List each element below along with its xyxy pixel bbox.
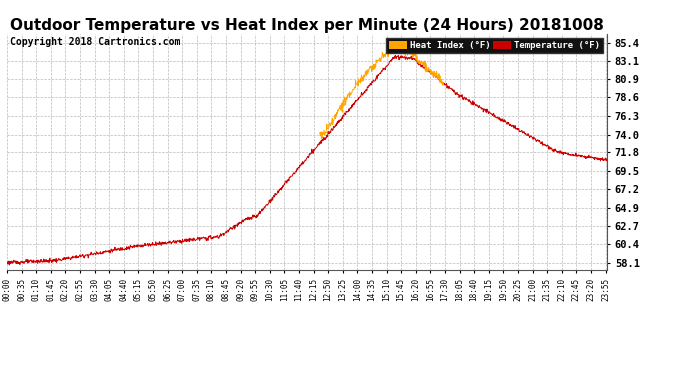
Title: Outdoor Temperature vs Heat Index per Minute (24 Hours) 20181008: Outdoor Temperature vs Heat Index per Mi… — [10, 18, 604, 33]
Text: Copyright 2018 Cartronics.com: Copyright 2018 Cartronics.com — [10, 37, 180, 47]
Legend: Heat Index (°F), Temperature (°F): Heat Index (°F), Temperature (°F) — [386, 38, 602, 53]
